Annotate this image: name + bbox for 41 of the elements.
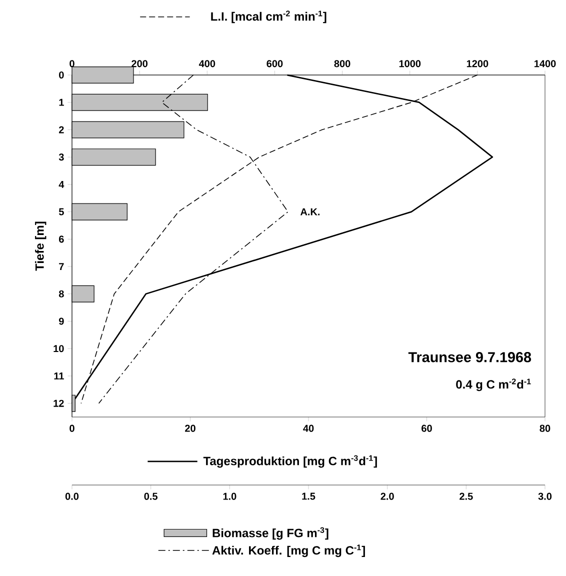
x2-tick-label: 800	[334, 60, 350, 68]
annotation: Traunsee 9.7.1968	[408, 352, 532, 362]
y-axis-title: Tiefe [m]	[35, 222, 46, 271]
x-tick-label: 0.0	[65, 492, 79, 500]
x-tick-label: 20	[185, 424, 196, 432]
x2-tick-label: 400	[198, 60, 216, 68]
y-tick-label: 4	[58, 181, 64, 188]
annotation: 0.4 g C m$^{-2}$d$^{-1}$	[456, 378, 531, 392]
x-tick-label: 1.5	[302, 492, 316, 500]
x-tick-label: 0	[70, 424, 74, 432]
x-tick-label: 3.0	[538, 492, 552, 500]
x-tick-label: 0.5	[144, 492, 158, 500]
y-tick-label: 11	[54, 372, 64, 380]
legend-label: Aktiv. Koeff. [mg C mg C$^{-1}$]	[212, 544, 365, 558]
x2-tick-label: 600	[266, 60, 283, 68]
x2-tick-label: 1200	[466, 60, 488, 68]
legend-label: Biomasse [g FG m$^{-3}$]	[212, 527, 328, 540]
x-tick-label: 2.0	[380, 492, 394, 500]
x2-tick-label: 1000	[399, 60, 421, 68]
y-tick-label: 3	[58, 154, 64, 161]
x-tick-label: 80	[540, 424, 550, 432]
x-tick-label: 60	[422, 424, 432, 432]
x-tick-label: 40	[303, 424, 314, 432]
y-tick-label: 1	[59, 98, 64, 106]
x2-tick-label: 1400	[534, 60, 556, 68]
y-tick-label: 10	[54, 345, 64, 352]
y-tick-label: 2	[58, 126, 64, 134]
y-tick-label: 0	[59, 71, 64, 79]
y-tick-label: 12	[54, 400, 64, 407]
x-tick-label: 2.5	[460, 492, 473, 500]
y-tick-label: 5	[58, 208, 64, 216]
x-axis-title: Tagesproduktion [mg C m$^{-3}$d$^{-1}$]	[203, 455, 377, 468]
annotation: A.K.	[300, 208, 320, 216]
y-tick-label: 8	[58, 290, 64, 298]
x2-tick-label: 0	[70, 60, 74, 68]
y-tick-label: 9	[58, 318, 64, 325]
x2-axis-title: L.I. [mcal cm$^{-2}$ min$^{-1}$]	[211, 10, 326, 24]
y-tick-label: 6	[58, 236, 64, 243]
y-tick-label: 7	[59, 263, 64, 270]
x2-tick-label: 200	[132, 60, 148, 68]
x-tick-label: 1.0	[223, 492, 236, 500]
